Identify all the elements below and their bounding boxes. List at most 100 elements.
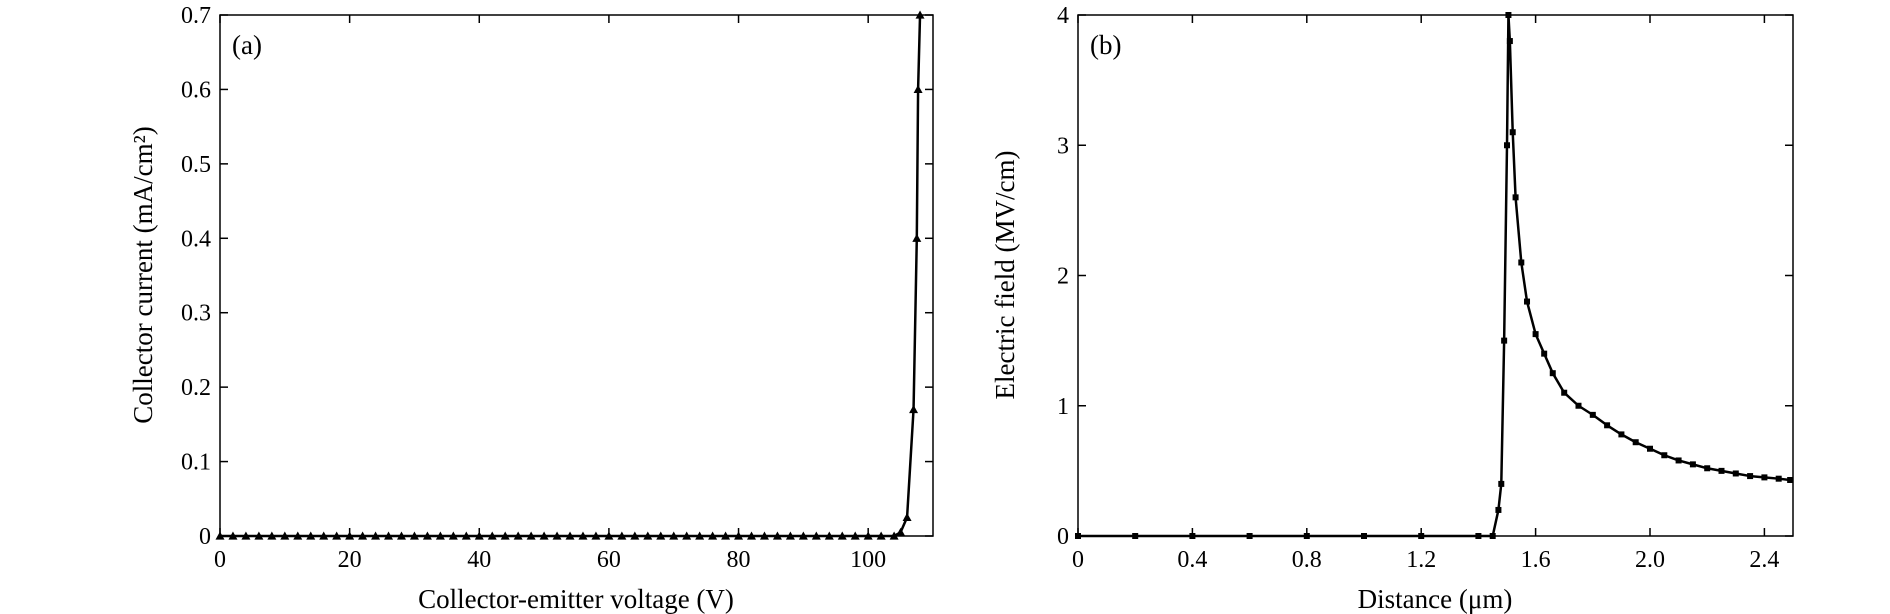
x-tick-label: 0.8 — [1292, 547, 1322, 573]
data-point — [1732, 470, 1739, 477]
series-line — [1078, 13, 1791, 538]
data-point — [1475, 533, 1482, 539]
data-point — [1561, 389, 1568, 396]
panel-b-series — [1075, 12, 1794, 539]
data-point — [1787, 476, 1794, 483]
panel-a-chart: 0 20 40 60 80 100 0 0.1 0.2 0.3 0.4 0.5 0.6 0.7 (a) C… — [128, 3, 934, 614]
data-point — [909, 404, 919, 414]
data-point — [837, 531, 847, 540]
x-tick-label: 1.2 — [1406, 547, 1436, 573]
data-point — [319, 531, 329, 540]
y-tick-label: 0 — [1057, 524, 1069, 550]
data-point — [643, 531, 653, 540]
data-point — [1489, 533, 1496, 539]
panel-a-tag: (a) — [232, 30, 262, 60]
x-tick-label: 100 — [850, 547, 886, 573]
data-point — [811, 531, 821, 540]
data-point — [526, 531, 536, 540]
y-tick-label: 0.4 — [181, 226, 211, 252]
data-point — [863, 531, 873, 540]
x-tick-label: 0 — [1072, 547, 1084, 573]
data-point — [358, 531, 368, 540]
data-point — [435, 531, 445, 540]
data-point — [617, 531, 627, 540]
data-point — [915, 10, 925, 19]
data-point — [1775, 475, 1782, 482]
data-point — [759, 531, 769, 540]
x-tick-label: 1.6 — [1521, 547, 1551, 573]
panel-a-tick-labels: 0 20 40 60 80 100 0 0.1 0.2 0.3 0.4 0.5 0.6 0.7 — [181, 3, 886, 573]
data-point — [1661, 452, 1668, 459]
x-tick-label: 60 — [597, 547, 621, 573]
data-point — [902, 512, 912, 521]
y-tick-label: 0.5 — [181, 152, 211, 178]
x-tick-label: 40 — [467, 547, 491, 573]
data-point — [1524, 298, 1531, 305]
x-tick-label: 2.4 — [1749, 547, 1779, 573]
data-point — [371, 531, 381, 540]
data-point — [1761, 474, 1768, 481]
data-point — [889, 531, 899, 540]
data-point — [721, 531, 731, 540]
y-tick-label: 0.1 — [181, 450, 211, 476]
data-point — [539, 531, 549, 540]
data-point — [1418, 533, 1425, 539]
data-point — [280, 531, 290, 540]
x-tick-label: 0.4 — [1177, 547, 1207, 573]
data-point — [682, 531, 692, 540]
y-tick-label: 3 — [1057, 133, 1069, 159]
data-point — [1495, 506, 1502, 513]
data-point — [695, 531, 705, 540]
data-point — [1505, 12, 1512, 18]
y-tick-label: 0.3 — [181, 301, 211, 327]
data-point — [228, 531, 238, 540]
data-point — [396, 531, 406, 540]
data-point — [500, 531, 510, 540]
x-tick-label: 0 — [214, 547, 226, 573]
panel-a-series — [215, 10, 925, 540]
panel-b-tick-labels: 0 0.4 0.8 1.2 1.6 2.0 2.4 0 1 2 3 4 — [1057, 3, 1779, 573]
x-tick-label: 2.0 — [1635, 547, 1665, 573]
data-point — [734, 531, 744, 540]
data-point — [1506, 38, 1513, 45]
data-point — [798, 531, 808, 540]
data-point — [772, 531, 782, 540]
data-point — [1504, 142, 1510, 149]
data-point — [604, 531, 614, 540]
panel-a-plot-frame — [219, 14, 934, 537]
data-point — [1501, 337, 1508, 344]
data-point — [384, 531, 394, 540]
data-point — [552, 531, 562, 540]
data-point — [1512, 194, 1519, 201]
data-point — [1604, 422, 1611, 429]
data-point — [1189, 533, 1196, 539]
panel-b-x-axis-title: Distance (μm) — [1358, 584, 1513, 614]
data-point — [1541, 350, 1548, 357]
data-point — [409, 531, 419, 540]
data-point — [332, 531, 342, 540]
y-tick-label: 0.2 — [181, 375, 211, 401]
data-point — [474, 531, 484, 540]
data-point — [1532, 331, 1539, 338]
data-point — [747, 531, 757, 540]
data-point — [1075, 533, 1081, 539]
data-point — [1689, 461, 1696, 468]
data-point — [565, 531, 575, 540]
data-point — [293, 531, 303, 540]
panel-b-chart: 0 0.4 0.8 1.2 1.6 2.0 2.4 0 1 2 3 4 (b) Distance (μ… — [990, 3, 1794, 614]
data-point — [669, 531, 679, 540]
data-point — [876, 531, 886, 540]
data-point — [448, 531, 458, 540]
data-point — [912, 233, 922, 242]
data-point — [1246, 533, 1253, 539]
data-point — [1549, 370, 1556, 377]
series-line — [220, 14, 922, 538]
data-point — [1747, 473, 1754, 480]
panel-b-ticks — [1077, 14, 1793, 537]
data-point — [656, 531, 666, 540]
data-point — [461, 531, 471, 540]
y-tick-label: 2 — [1057, 264, 1069, 290]
data-point — [896, 527, 906, 536]
y-tick-label: 4 — [1057, 3, 1069, 29]
